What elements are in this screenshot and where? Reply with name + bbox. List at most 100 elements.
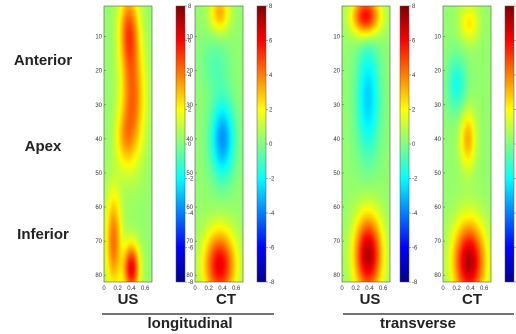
colorbar-tick-label: 8: [188, 4, 192, 10]
heatmap-panel: 102030405060708000.20.40.6CT86420-2-4-6-…: [434, 5, 516, 308]
colorbar-tick-label: 0: [412, 142, 416, 148]
colorbar-tick-label: 4: [188, 73, 192, 79]
colorbar-tick-label: -4: [269, 211, 275, 217]
x-tick-label: 0: [340, 286, 344, 292]
heatmap-frame: [103, 5, 153, 283]
colorbar-tick-label: 6: [188, 39, 192, 45]
y-tick-label: 50: [333, 171, 340, 177]
x-tick-label: 0.6: [379, 286, 388, 292]
colorbar-tick-label: 8: [412, 4, 416, 10]
colorbar-tick-label: 2: [412, 108, 416, 114]
colorbar-tick-label: 2: [269, 108, 273, 114]
colorbar-tick-label: 2: [188, 108, 192, 114]
y-tick-label: 50: [95, 171, 102, 177]
colorbar-tick-label: -2: [269, 177, 275, 183]
y-tick-label: 80: [186, 273, 193, 279]
y-tick-label: 20: [434, 69, 441, 75]
y-tick-label: 30: [95, 103, 102, 109]
colorbar-tick-label: 4: [269, 73, 273, 79]
x-tick-label: 0.6: [232, 286, 241, 292]
y-tick-label: 40: [95, 137, 102, 143]
group-label-longitudinal: longitudinal: [148, 315, 233, 332]
row-label-apex: Apex: [25, 138, 62, 155]
x-tick-label: 0.2: [205, 286, 214, 292]
row-label-anterior: Anterior: [14, 52, 73, 69]
colorbar-tick-label: -4: [412, 211, 418, 217]
x-tick-label: 0: [441, 286, 445, 292]
x-tick-label: 0.4: [127, 286, 136, 292]
y-tick-label: 60: [333, 205, 340, 211]
y-tick-label: 80: [95, 273, 102, 279]
x-tick-label: 0.2: [352, 286, 361, 292]
colorbar-tick-label: 6: [269, 39, 273, 45]
x-tick-label: 0.4: [466, 286, 475, 292]
y-tick-label: 60: [186, 205, 193, 211]
panel-label: US: [360, 291, 381, 308]
y-tick-label: 70: [434, 239, 441, 245]
row-labels: Anterior Apex Inferior: [14, 52, 73, 243]
y-tick-label: 30: [434, 103, 441, 109]
heatmap-image: [195, 6, 243, 282]
x-tick-label: 0.4: [365, 286, 374, 292]
x-tick-label: 0.2: [453, 286, 462, 292]
colorbar-tick-label: 0: [188, 142, 192, 148]
colorbar: [175, 5, 186, 283]
x-tick-label: 0.6: [480, 286, 489, 292]
y-tick-label: 20: [95, 69, 102, 75]
heatmap-image: [104, 6, 152, 282]
y-tick-label: 70: [95, 239, 102, 245]
y-tick-label: 60: [95, 205, 102, 211]
y-tick-label: 80: [434, 273, 441, 279]
colorbar-tick-label: 6: [412, 39, 416, 45]
x-tick-label: 0.6: [141, 286, 150, 292]
y-tick-label: 50: [434, 171, 441, 177]
group-labels: longitudinal transverse: [102, 313, 514, 332]
y-tick-label: 40: [434, 137, 441, 143]
heatmap-image: [443, 6, 491, 282]
panel-label: CT: [462, 291, 482, 308]
y-tick-label: 70: [333, 239, 340, 245]
colorbar-tick-label: 0: [269, 142, 273, 148]
y-tick-label: 40: [186, 137, 193, 143]
heatmap-frame: [442, 5, 492, 283]
colorbar-tick-label: 4: [412, 73, 416, 79]
x-tick-label: 0.2: [114, 286, 123, 292]
y-tick-label: 10: [186, 35, 193, 41]
colorbar-tick-label: -8: [188, 280, 194, 286]
y-tick-label: 20: [186, 69, 193, 75]
heatmap-frame: [194, 5, 244, 283]
y-tick-label: 10: [95, 35, 102, 41]
colorbar-tick-label: -8: [412, 280, 418, 286]
y-tick-label: 50: [186, 171, 193, 177]
colorbar-tick-label: 8: [269, 4, 273, 10]
y-tick-label: 10: [333, 35, 340, 41]
panel-label: US: [118, 291, 139, 308]
colorbar-tick-label: -4: [188, 211, 194, 217]
colorbar: [256, 5, 267, 283]
y-tick-label: 30: [186, 103, 193, 109]
colorbar-tick-label: -8: [269, 280, 275, 286]
y-tick-label: 20: [333, 69, 340, 75]
y-tick-label: 80: [333, 273, 340, 279]
colorbar-tick-label: -6: [269, 246, 275, 252]
heatmap-image: [342, 6, 390, 282]
group-label-transverse: transverse: [380, 315, 456, 332]
y-tick-label: 60: [434, 205, 441, 211]
colorbar-tick-label: -2: [412, 177, 418, 183]
colorbar: [399, 5, 410, 283]
colorbar-tick-label: -6: [188, 246, 194, 252]
row-label-inferior: Inferior: [17, 226, 69, 243]
panel-label: CT: [216, 291, 236, 308]
colorbar: [504, 5, 515, 283]
heatmap-frame: [341, 5, 391, 283]
x-tick-label: 0: [102, 286, 106, 292]
x-tick-label: 0.4: [218, 286, 227, 292]
colorbar-tick-label: -6: [412, 246, 418, 252]
y-tick-label: 40: [333, 137, 340, 143]
y-tick-label: 30: [333, 103, 340, 109]
colorbar-tick-label: -2: [188, 177, 194, 183]
